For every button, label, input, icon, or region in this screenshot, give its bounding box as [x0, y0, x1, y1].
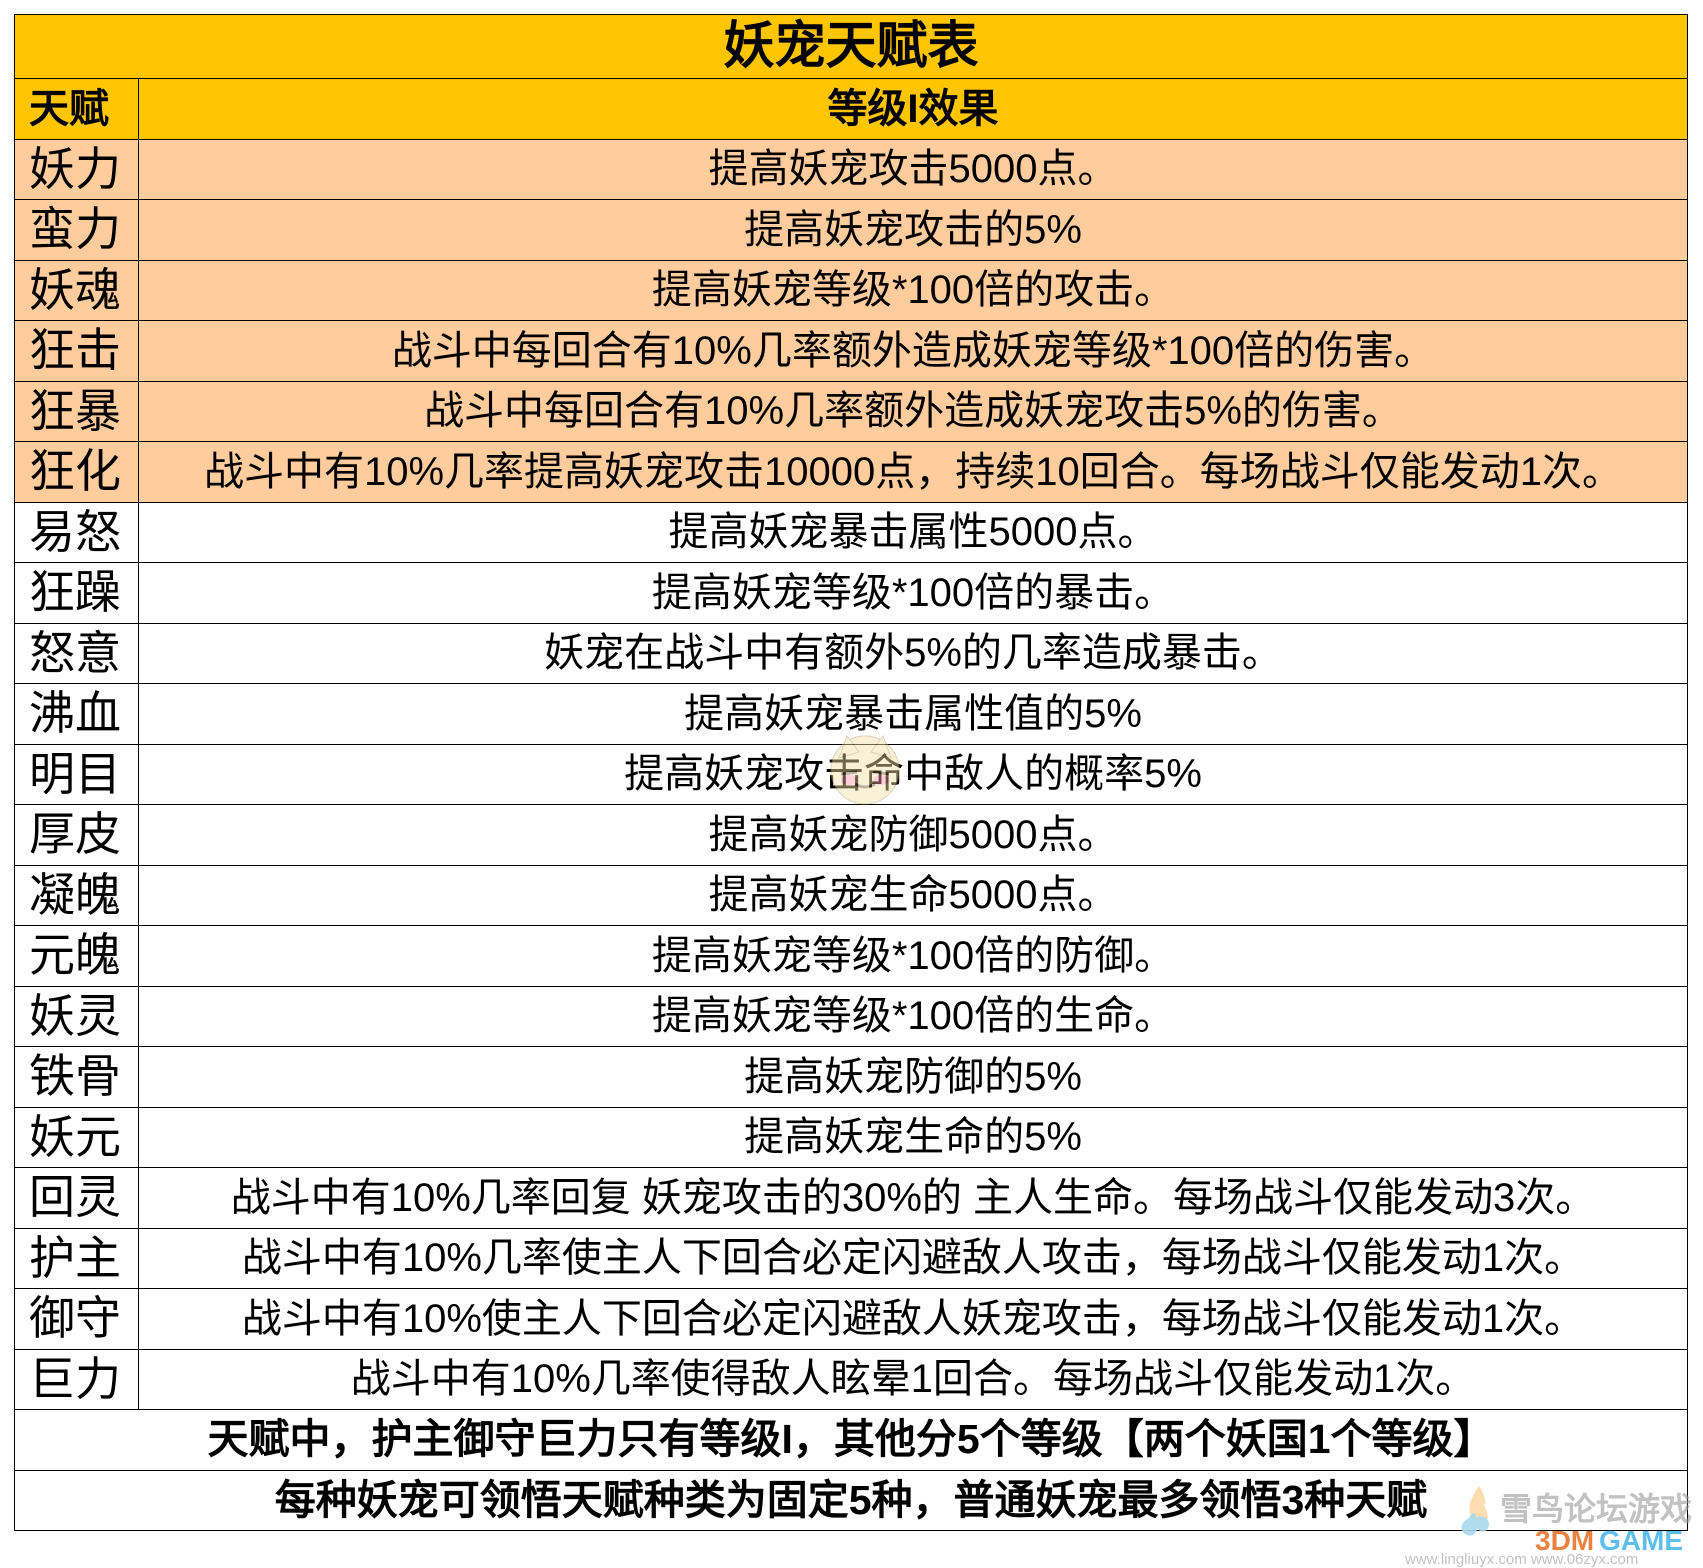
svg-text:www.lingliuyx.com www.06zyx.: www.lingliuyx.com www.06zyx.com — [1404, 1551, 1638, 1568]
svg-text:雪鸟论坛游戏: 雪鸟论坛游戏 — [1500, 1491, 1692, 1527]
